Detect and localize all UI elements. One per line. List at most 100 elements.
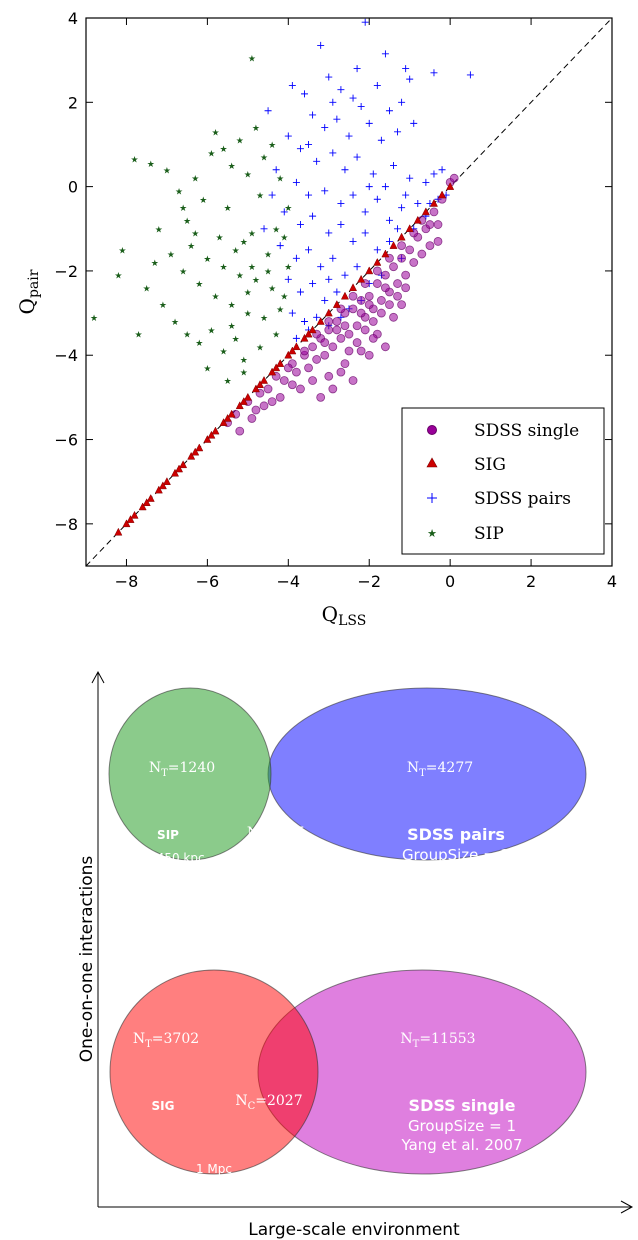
point-sip: ★ — [211, 293, 219, 303]
reference-diagonal-line — [86, 18, 612, 566]
point-sdss-pairs — [365, 183, 373, 191]
sdss-single-reference: Yang et al. 2007 — [400, 1136, 522, 1154]
point-sdss-single — [316, 392, 326, 402]
point-sdss-single — [332, 325, 342, 335]
point-sdss-pairs — [329, 98, 337, 106]
point-sdss-pairs — [288, 81, 296, 89]
y-tick-label: 4 — [68, 9, 78, 28]
point-sdss-single — [381, 283, 390, 293]
point-sip: ★ — [191, 175, 199, 185]
point-sip: ★ — [211, 128, 219, 138]
point-sip: ★ — [171, 318, 179, 328]
point-sdss-pairs — [361, 229, 369, 237]
point-sdss-pairs — [333, 115, 341, 123]
point-sdss-pairs — [353, 263, 361, 271]
point-sdss-pairs — [268, 191, 276, 199]
point-sdss-single — [389, 312, 398, 322]
point-sig — [219, 418, 228, 426]
point-sip: ★ — [183, 331, 191, 341]
point-sdss-pairs — [296, 145, 304, 153]
y-tick-label: −4 — [54, 346, 78, 365]
point-sdss-pairs — [381, 50, 389, 58]
point-sip: ★ — [90, 314, 98, 324]
point-sdss-pairs — [381, 183, 389, 191]
point-sig — [292, 342, 301, 351]
point-sig — [239, 397, 248, 405]
y-tick-label: −8 — [54, 515, 78, 534]
point-sip: ★ — [248, 229, 256, 239]
point-sig — [126, 515, 135, 523]
point-sig — [138, 502, 147, 511]
point-sdss-pairs — [284, 132, 292, 140]
point-sdss-single — [409, 258, 419, 267]
sip-isolation-radius: 1 Mpc — [194, 900, 230, 914]
point-sdss-single — [340, 321, 350, 331]
point-sdss-single — [356, 296, 366, 305]
point-sdss-single — [352, 338, 362, 347]
point-sig — [175, 464, 184, 473]
point-sdss-pairs — [349, 191, 357, 199]
point-sdss-single — [364, 350, 374, 360]
point-sip: ★ — [203, 364, 211, 374]
y-tick-label: −2 — [54, 262, 78, 281]
point-sip: ★ — [224, 204, 232, 214]
point-sip: ★ — [244, 310, 252, 320]
point-sdss-single — [372, 279, 382, 288]
point-sig — [276, 359, 285, 367]
sdss-single-count: NT=11553 — [400, 1031, 475, 1050]
point-sip: ★ — [135, 331, 143, 341]
point-sdss-single — [401, 283, 411, 293]
point-sdss-pairs — [390, 162, 398, 170]
sig-isolation-velocity: 500 km/s — [186, 1180, 242, 1194]
point-sip: ★ — [228, 301, 236, 311]
point-sdss-pairs — [317, 263, 325, 271]
point-sdss-pairs — [337, 199, 345, 207]
point-sdss-pairs — [280, 208, 288, 216]
point-sip: ★ — [272, 331, 280, 341]
point-sdss-pairs — [353, 153, 361, 161]
point-sip: ★ — [224, 377, 232, 387]
point-sdss-single — [389, 262, 398, 272]
point-sig — [308, 325, 317, 334]
point-sdss-pairs — [321, 187, 329, 195]
point-sdss-single — [296, 384, 305, 394]
sdss-pairs-reference: Yang et al. 2007 — [394, 865, 516, 883]
point-sig — [171, 468, 180, 477]
pairs-overlap-count: NC=505 — [247, 825, 305, 844]
legend-marker-sdss-pairs — [427, 493, 437, 503]
point-sdss-single — [291, 367, 301, 377]
point-sip: ★ — [244, 289, 252, 299]
point-sdss-pairs — [325, 275, 333, 283]
point-sig — [438, 190, 447, 199]
point-sig — [142, 498, 151, 507]
point-sip: ★ — [151, 259, 159, 269]
sip-name: SIP — [157, 828, 179, 842]
sig-isolation-radius: 1 Mpc — [196, 1162, 232, 1176]
sdss-pairs-name: SDSS pairs — [407, 825, 505, 844]
point-sdss-pairs — [337, 221, 345, 229]
point-sdss-pairs — [305, 191, 313, 199]
point-sip: ★ — [207, 326, 215, 336]
point-sdss-single — [324, 317, 334, 326]
point-sig — [260, 375, 269, 384]
point-sdss-single — [267, 397, 277, 407]
point-sip: ★ — [240, 356, 248, 366]
point-sig — [397, 232, 406, 241]
point-sdss-single — [417, 249, 427, 259]
point-sdss-pairs — [305, 140, 313, 148]
point-sip: ★ — [143, 284, 151, 294]
point-sdss-single — [393, 291, 402, 301]
point-sdss-pairs — [276, 242, 284, 250]
point-sdss-pairs — [337, 313, 345, 321]
legend-marker-sip: ★ — [427, 527, 437, 540]
point-sig — [191, 447, 200, 456]
point-sdss-pairs — [385, 237, 393, 245]
point-sdss-pairs — [317, 41, 325, 49]
point-sig — [203, 434, 212, 443]
point-sdss-pairs — [325, 229, 333, 237]
point-sdss-pairs — [292, 178, 300, 186]
point-sip: ★ — [114, 272, 122, 282]
x-tick-label: −4 — [277, 572, 301, 591]
point-sdss-pairs — [296, 288, 304, 296]
sip-criterion-distance: d < 450 kpc — [131, 851, 204, 865]
